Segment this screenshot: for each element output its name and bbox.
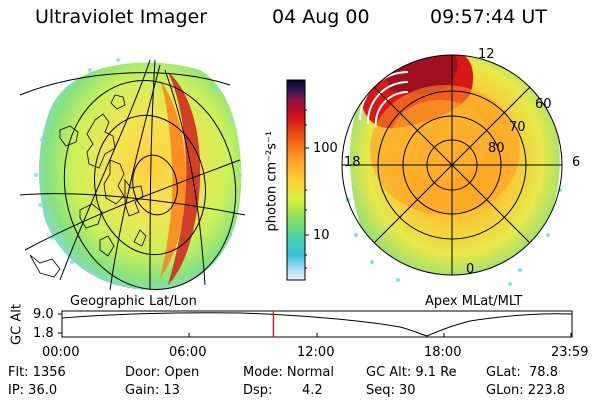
dsp-value: 4.2 [302, 383, 323, 398]
mlt-label-6: 6 [572, 155, 581, 170]
mlt-label-18: 18 [344, 155, 361, 170]
gc-altitude: GC Alt: 9.1 Re [366, 365, 457, 380]
mlat-label-80: 80 [488, 141, 505, 156]
altitude-tick-low: 1.8 [33, 326, 54, 341]
mlt-label-12: 12 [478, 47, 495, 62]
right-panel-caption: Apex MLat/MLT [425, 294, 523, 309]
colorbar-tick-100: 100 [313, 141, 338, 156]
altitude-plot [58, 310, 573, 338]
mlat-label-60: 60 [535, 97, 552, 112]
time-label: 09:57:44 UT [430, 6, 547, 28]
mlt-label-0: 0 [466, 262, 475, 277]
time-tick-0600: 06:00 [169, 345, 207, 360]
dsp-label: Dsp: [243, 383, 273, 398]
gain-value: Gain: 13 [125, 383, 180, 398]
left-panel-caption: Geographic Lat/Lon [70, 294, 197, 309]
mlat-label-70: 70 [509, 120, 526, 135]
geographic-longitude: GLon: 223.8 [486, 383, 566, 398]
time-tick-2359: 23:59 [551, 345, 589, 360]
colorbar-tick-10: 10 [313, 228, 330, 243]
altitude-tick-high: 9.0 [33, 307, 54, 322]
date-label: 04 Aug 00 [272, 6, 370, 28]
geographic-latitude: GLat: 78.8 [486, 365, 558, 380]
colorbar-unit-label: photon cm⁻²s⁻¹ [264, 130, 280, 232]
time-tick-0000: 00:00 [42, 345, 80, 360]
colorbar [286, 79, 309, 281]
time-tick-1200: 12:00 [297, 345, 335, 360]
mlat-mlt-image [341, 54, 563, 286]
ip-value: IP: 36.0 [8, 383, 58, 398]
time-tick-1800: 18:00 [424, 345, 462, 360]
sequence-number: Seq: 30 [366, 383, 416, 398]
instrument-title: Ultraviolet Imager [35, 6, 208, 28]
geographic-image [19, 58, 246, 291]
flight-number: Flt: 1356 [8, 365, 66, 380]
mode-value: Mode: Normal [243, 365, 334, 380]
altitude-axis-label: GC Alt [9, 304, 25, 345]
altitude-curve [61, 312, 573, 337]
door-status: Door: Open [125, 365, 200, 380]
